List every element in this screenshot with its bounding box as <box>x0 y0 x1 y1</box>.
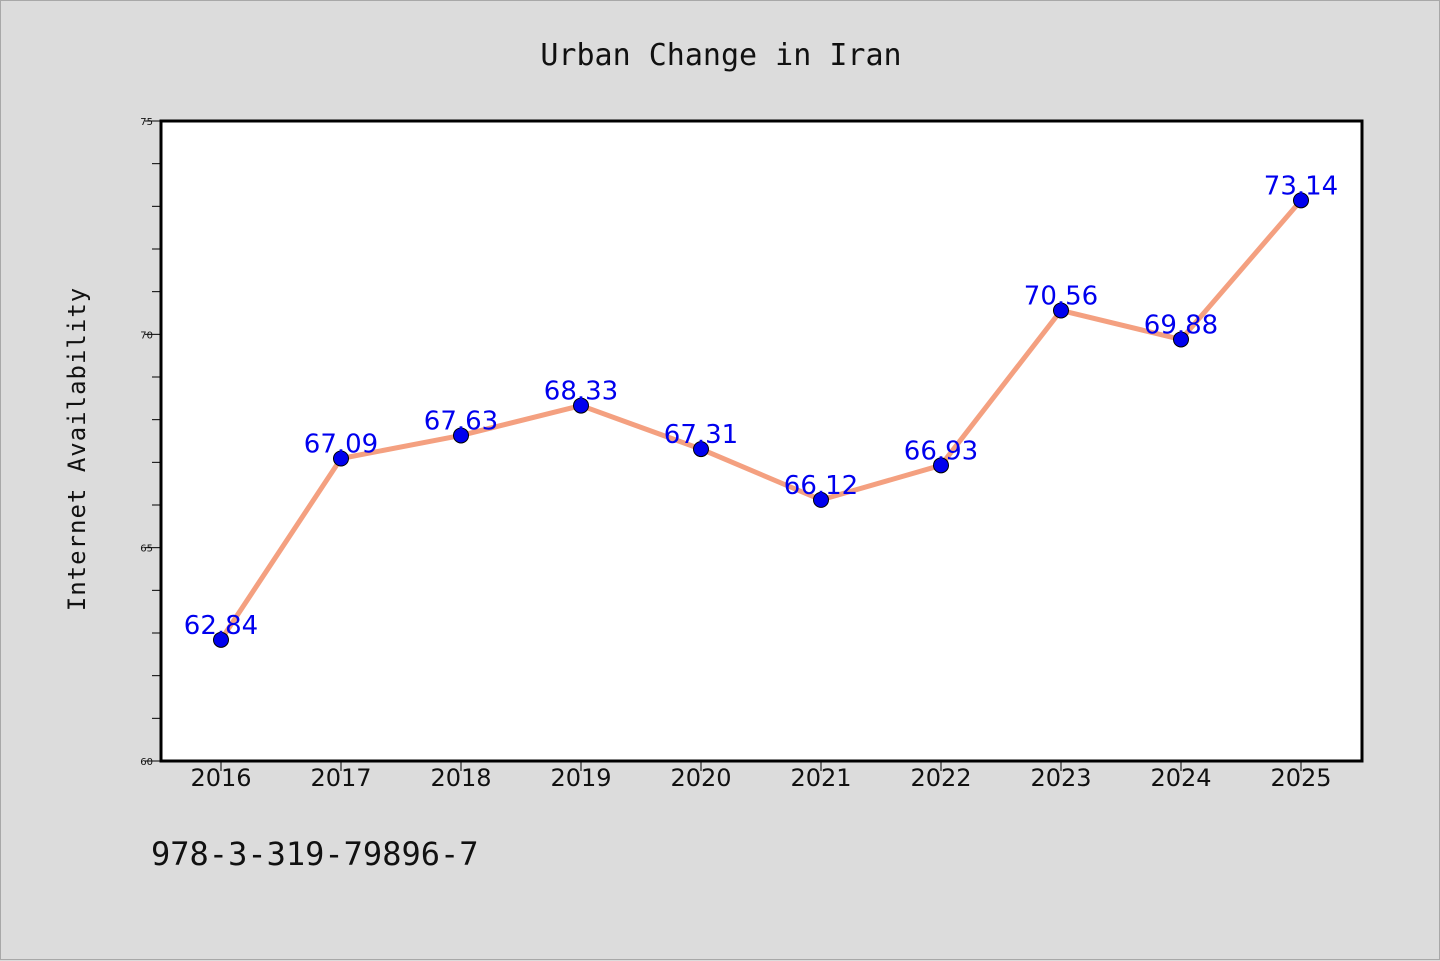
chart-title: Urban Change in Iran <box>540 38 901 73</box>
x-tick-label: 2020 <box>670 764 731 792</box>
data-point <box>813 491 829 508</box>
data-label: 66.93 <box>904 436 978 466</box>
data-point <box>1293 192 1309 209</box>
data-label: 66.12 <box>784 471 858 501</box>
data-point <box>213 631 229 648</box>
x-tick-label: 2024 <box>1150 764 1211 792</box>
data-point <box>573 397 589 414</box>
data-point <box>693 441 709 458</box>
data-label: 62.84 <box>184 611 258 641</box>
x-tick-label: 2017 <box>310 764 371 792</box>
y-tick-label: 75 <box>140 117 153 128</box>
x-tick-label: 2019 <box>550 764 611 792</box>
isbn-footnote: 978-3-319-79896-7 <box>151 835 479 873</box>
y-tick-label: 70 <box>140 330 153 341</box>
x-tick-label: 2018 <box>430 764 491 792</box>
x-tick-label: 2023 <box>1030 764 1091 792</box>
data-label: 68.33 <box>544 377 618 407</box>
data-label: 69.88 <box>1144 310 1218 340</box>
data-label: 70.56 <box>1024 281 1098 311</box>
data-point <box>453 427 469 444</box>
data-point <box>333 450 349 467</box>
plot-area <box>161 121 1362 761</box>
y-axis-label: Internet Availability <box>63 287 91 611</box>
x-tick-label: 2022 <box>910 764 971 792</box>
y-tick-label: 60 <box>140 757 153 768</box>
data-label: 67.63 <box>424 406 498 436</box>
x-tick-label: 2021 <box>790 764 851 792</box>
plot-frame <box>159 119 1364 763</box>
series-line <box>218 197 1304 643</box>
data-label: 67.31 <box>664 420 738 450</box>
data-label: 67.09 <box>304 429 378 459</box>
data-point <box>933 457 949 474</box>
data-label: 73.14 <box>1264 171 1338 201</box>
y-tick-label: 65 <box>140 544 153 555</box>
data-point <box>1053 302 1069 319</box>
x-tick-label: 2025 <box>1270 764 1331 792</box>
data-point <box>1173 331 1189 348</box>
x-tick-label: 2016 <box>190 764 251 792</box>
